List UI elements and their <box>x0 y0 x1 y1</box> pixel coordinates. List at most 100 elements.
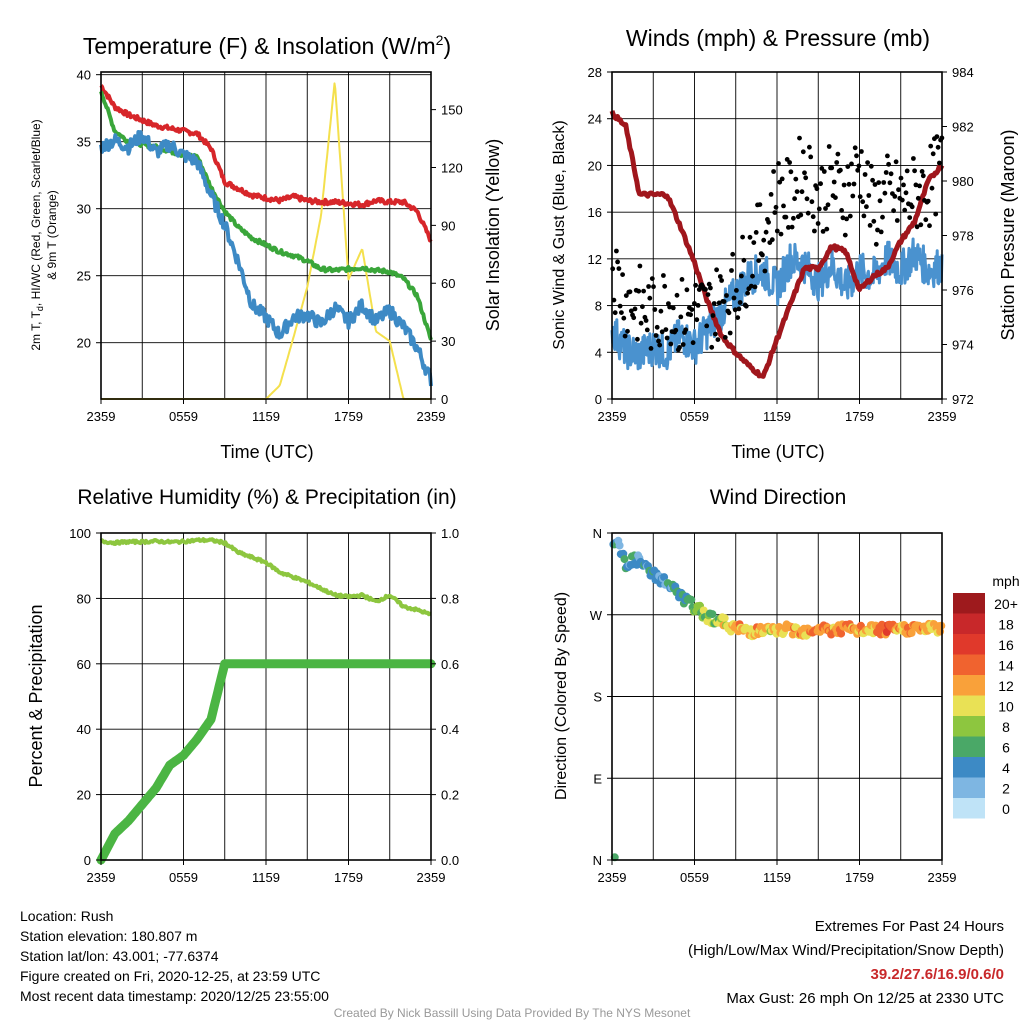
winds-series <box>609 110 945 379</box>
gust-point <box>715 337 721 342</box>
colorbar-swatch <box>953 736 985 757</box>
gust-point <box>731 295 737 301</box>
gust-point <box>638 320 644 326</box>
gust-point <box>737 300 743 305</box>
direction-point <box>699 606 708 615</box>
direction-point <box>907 628 916 637</box>
gust-point <box>844 216 849 222</box>
colorbar-swatch <box>953 777 985 798</box>
y-tick-label: 0 <box>595 392 602 407</box>
gust-point <box>888 171 894 177</box>
humidity-tick-labels: 2359 0559 1159 1759 2359 0 20 40 60 80 100 0.0 0.2 0.… <box>69 526 459 885</box>
y-tick-label: 60 <box>77 657 91 672</box>
gust-point <box>878 229 884 235</box>
gust-point <box>646 284 651 289</box>
gust-point <box>762 268 768 274</box>
colorbar-swatch <box>953 613 985 634</box>
colorbar-label: 0 <box>1002 801 1010 817</box>
gust-point <box>877 198 883 204</box>
gust-point <box>918 222 924 228</box>
y-tick-label: 4 <box>595 345 602 360</box>
y2-tick-label: 0.4 <box>441 722 459 737</box>
gust-point <box>735 315 741 320</box>
direction-point <box>620 555 629 564</box>
y-tick-label: 24 <box>588 112 602 127</box>
gust-point <box>934 134 940 140</box>
figure-created: Figure created on Fri, 2020-12-25, at 23… <box>20 968 321 984</box>
gust-point <box>774 228 780 234</box>
y2-tick-label: 972 <box>952 392 974 407</box>
gust-point <box>690 340 696 346</box>
gust-point <box>839 208 844 213</box>
gust-point <box>865 160 870 166</box>
gust-point <box>679 277 685 282</box>
gust-point <box>891 208 896 214</box>
x-tick-label: 0559 <box>169 409 198 424</box>
gust-point <box>751 240 757 246</box>
gust-point <box>929 185 935 191</box>
dewpoint-line <box>99 130 433 387</box>
gust-point <box>667 304 672 310</box>
y-tick-label: 35 <box>77 135 91 150</box>
gust-point <box>810 214 816 220</box>
gust-point <box>903 190 909 196</box>
gust-point <box>861 213 867 219</box>
gust-point <box>894 218 900 223</box>
gust-point <box>883 170 889 175</box>
direction-grid <box>612 533 942 860</box>
y-tick-label: 40 <box>77 722 91 737</box>
y2-tick-label: 984 <box>952 65 974 80</box>
x-tick-label: 1159 <box>763 870 791 885</box>
gust-point <box>882 190 888 196</box>
gust-point <box>612 310 618 316</box>
y2-tick-label: 0.6 <box>441 657 459 672</box>
precipitation-line <box>96 659 436 865</box>
colorbar-label: 14 <box>998 658 1014 674</box>
gust-point <box>829 165 835 171</box>
gust-point <box>776 161 781 166</box>
gust-point <box>814 186 820 192</box>
gust-point <box>915 195 921 201</box>
gust-point <box>621 315 627 321</box>
gust-point <box>807 144 812 150</box>
gust-point <box>845 164 851 170</box>
gust-point <box>651 284 656 290</box>
colorbar-title: mph <box>992 573 1019 589</box>
temperature-panel-title: Temperature (F) & Insolation (W/m2) <box>83 32 451 59</box>
x-tick-label: 2359 <box>598 409 627 424</box>
x-tick-label: 2359 <box>417 409 446 424</box>
gust-point <box>719 278 724 283</box>
insolation-y-axis-label: Solar Insolation (Yellow) <box>483 139 503 331</box>
gust-point <box>656 338 661 344</box>
gust-point <box>615 259 620 265</box>
gust-point <box>860 199 866 205</box>
gust-point <box>793 176 799 182</box>
y2-tick-label: 0 <box>441 392 448 407</box>
x-tick-label: 1759 <box>334 870 363 885</box>
gust-point <box>794 189 800 195</box>
gust-point <box>628 308 634 314</box>
y-tick-label: W <box>590 608 603 623</box>
gust-point <box>820 229 826 234</box>
gust-point <box>871 218 877 224</box>
gust-point <box>867 223 873 228</box>
gust-point <box>789 224 795 230</box>
gust-point <box>786 225 791 230</box>
humidity-series <box>96 537 436 865</box>
gust-point <box>824 226 830 232</box>
gust-point <box>616 266 622 271</box>
gust-point <box>713 331 718 337</box>
direction-tick-labels: 2359 0559 1159 1759 2359 N W S E N <box>590 526 957 885</box>
gust-point <box>773 204 779 210</box>
y-tick-label: 20 <box>77 336 91 351</box>
temperature-line <box>99 84 433 243</box>
gust-point <box>619 310 624 315</box>
gust-point <box>694 317 700 323</box>
gust-point <box>920 173 926 179</box>
gust-point <box>850 193 856 199</box>
gust-point <box>703 287 708 292</box>
gust-point <box>706 281 712 287</box>
colorbar-label: 10 <box>998 699 1014 715</box>
gust-point <box>652 307 658 312</box>
gust-point <box>631 315 637 321</box>
